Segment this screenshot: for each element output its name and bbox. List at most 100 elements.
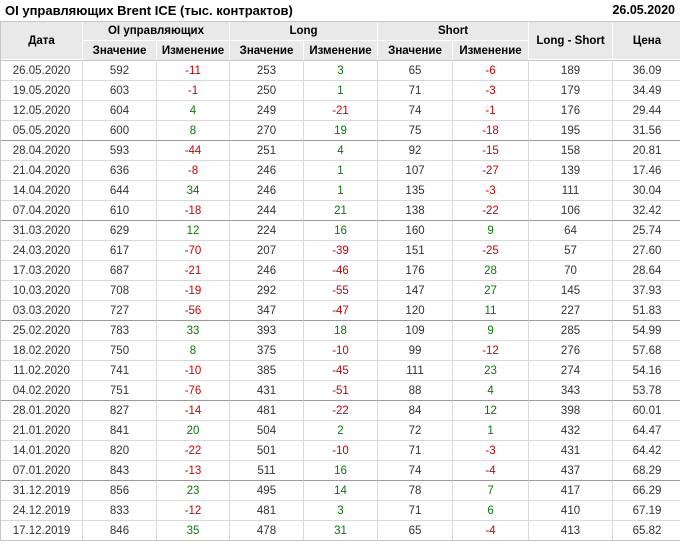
oi-change-cell: -8 [157, 160, 230, 180]
oi-change-cell: 33 [157, 320, 230, 340]
long-value-cell: 347 [230, 300, 304, 320]
short-value-cell: 109 [378, 320, 454, 340]
long-value-cell: 481 [230, 400, 304, 420]
long-value-cell: 207 [230, 240, 304, 260]
date-cell: 26.05.2020 [1, 60, 83, 80]
table-row: 14.04.2020 644 34 246 1 135 -3 111 30.04 [1, 180, 680, 200]
short-value-cell: 138 [378, 200, 454, 220]
price-cell: 54.99 [613, 320, 680, 340]
long-short-cell: 343 [529, 380, 614, 400]
price-cell: 57.68 [613, 340, 680, 360]
short-change-cell: 6 [453, 500, 530, 520]
short-change-cell: -12 [453, 340, 530, 360]
short-change-cell: -4 [453, 460, 530, 480]
oi-value-cell: 833 [83, 500, 157, 520]
table-row: 21.04.2020 636 -8 246 1 107 -27 139 17.46 [1, 160, 680, 180]
short-change-cell: -3 [453, 440, 530, 460]
price-cell: 30.04 [613, 180, 680, 200]
long-value-cell: 253 [230, 60, 304, 80]
table-row: 31.12.2019 856 23 495 14 78 7 417 66.29 [1, 480, 680, 500]
short-change-cell: 23 [453, 360, 530, 380]
price-cell: 20.81 [613, 140, 680, 160]
oi-value-cell: 846 [83, 520, 157, 540]
price-cell: 54.16 [613, 360, 680, 380]
oi-change-cell: -21 [157, 260, 230, 280]
long-value-cell: 504 [230, 420, 304, 440]
oi-value-cell: 841 [83, 420, 157, 440]
col-header-long-short: Long - Short [529, 22, 614, 60]
date-cell: 18.02.2020 [1, 340, 83, 360]
table-row: 12.05.2020 604 4 249 -21 74 -1 176 29.44 [1, 100, 680, 120]
oi-change-cell: -13 [157, 460, 230, 480]
oi-value-cell: 843 [83, 460, 157, 480]
oi-value-cell: 617 [83, 240, 157, 260]
date-cell: 07.04.2020 [1, 200, 83, 220]
oi-value-cell: 603 [83, 80, 157, 100]
long-short-cell: 285 [529, 320, 614, 340]
short-change-cell: -25 [453, 240, 530, 260]
long-short-cell: 195 [529, 120, 614, 140]
long-short-cell: 276 [529, 340, 614, 360]
long-value-cell: 393 [230, 320, 304, 340]
long-change-cell: -10 [304, 340, 379, 360]
date-cell: 31.03.2020 [1, 220, 83, 240]
long-short-cell: 431 [529, 440, 614, 460]
table-row: 14.01.2020 820 -22 501 -10 71 -3 431 64.42 [1, 440, 680, 460]
short-change-cell: -3 [453, 80, 530, 100]
short-value-cell: 151 [378, 240, 454, 260]
oi-value-cell: 783 [83, 320, 157, 340]
long-change-cell: 3 [304, 500, 379, 520]
date-cell: 17.03.2020 [1, 260, 83, 280]
short-value-cell: 75 [378, 120, 454, 140]
date-cell: 07.01.2020 [1, 460, 83, 480]
short-change-cell: -15 [453, 140, 530, 160]
long-change-cell: -21 [304, 100, 379, 120]
oi-change-cell: 20 [157, 420, 230, 440]
short-value-cell: 65 [378, 520, 454, 540]
date-cell: 04.02.2020 [1, 380, 83, 400]
short-change-cell: 4 [453, 380, 530, 400]
price-cell: 37.93 [613, 280, 680, 300]
oi-change-cell: 8 [157, 120, 230, 140]
price-cell: 67.19 [613, 500, 680, 520]
long-value-cell: 249 [230, 100, 304, 120]
long-change-cell: -47 [304, 300, 379, 320]
oi-table: Дата OI управляющих Long Short Long - Sh… [0, 21, 680, 541]
long-short-cell: 179 [529, 80, 614, 100]
oi-change-cell: -14 [157, 400, 230, 420]
date-cell: 11.02.2020 [1, 360, 83, 380]
price-cell: 53.78 [613, 380, 680, 400]
date-cell: 17.12.2019 [1, 520, 83, 540]
oi-value-cell: 604 [83, 100, 157, 120]
long-short-cell: 227 [529, 300, 614, 320]
price-cell: 36.09 [613, 60, 680, 80]
long-short-cell: 111 [529, 180, 614, 200]
price-cell: 28.64 [613, 260, 680, 280]
long-value-cell: 244 [230, 200, 304, 220]
short-value-cell: 92 [378, 140, 454, 160]
oi-change-cell: -1 [157, 80, 230, 100]
price-cell: 68.29 [613, 460, 680, 480]
long-value-cell: 251 [230, 140, 304, 160]
oi-change-cell: 12 [157, 220, 230, 240]
short-value-cell: 71 [378, 80, 454, 100]
long-change-cell: 2 [304, 420, 379, 440]
long-value-cell: 246 [230, 180, 304, 200]
short-value-cell: 71 [378, 440, 454, 460]
price-cell: 34.49 [613, 80, 680, 100]
short-value-cell: 160 [378, 220, 454, 240]
oi-value-cell: 610 [83, 200, 157, 220]
short-value-cell: 78 [378, 480, 454, 500]
long-change-cell: -39 [304, 240, 379, 260]
long-change-cell: 1 [304, 180, 379, 200]
price-cell: 60.01 [613, 400, 680, 420]
oi-value-cell: 741 [83, 360, 157, 380]
short-change-cell: -4 [453, 520, 530, 540]
price-cell: 25.74 [613, 220, 680, 240]
date-cell: 31.12.2019 [1, 480, 83, 500]
oi-change-cell: 8 [157, 340, 230, 360]
short-change-cell: 11 [453, 300, 530, 320]
long-value-cell: 478 [230, 520, 304, 540]
price-cell: 64.47 [613, 420, 680, 440]
group-header-oi: OI управляющих [83, 22, 230, 41]
